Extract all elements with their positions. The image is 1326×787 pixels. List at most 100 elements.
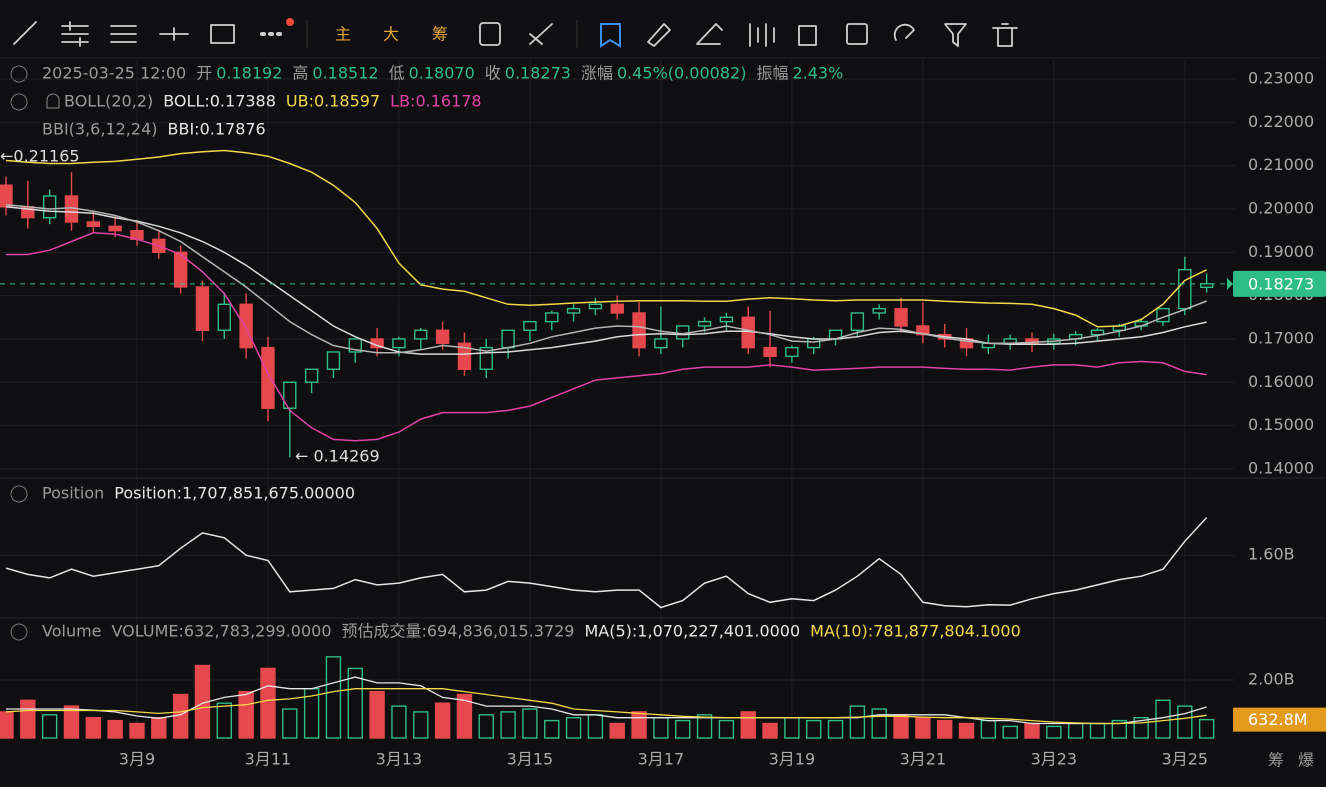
info-text: 0.18273 xyxy=(505,64,571,83)
magnet-tool[interactable] xyxy=(893,23,915,41)
y-tick-label: 2.00B xyxy=(1248,670,1295,689)
info-text: 0.18192 xyxy=(216,64,282,83)
info-text: 收 xyxy=(485,64,501,83)
candle-body xyxy=(108,225,122,232)
volume-ma-line xyxy=(6,676,1207,725)
volume-bar xyxy=(871,708,887,739)
note-tool[interactable] xyxy=(846,23,868,45)
volume-bar xyxy=(85,717,102,739)
toolbar: 主 大 筹 xyxy=(13,18,1018,48)
info-text: BBI:0.17876 xyxy=(168,120,266,139)
volume-bar xyxy=(1089,722,1106,739)
info-text: Position:1,707,851,675.00000 xyxy=(114,484,355,503)
collapse-icon[interactable] xyxy=(10,623,28,641)
candle-body xyxy=(173,251,188,288)
volume-bar xyxy=(260,667,276,739)
candle-tool[interactable] xyxy=(749,23,775,47)
select-tool[interactable] xyxy=(600,23,621,48)
volume-bar xyxy=(391,705,407,739)
volume-label-box xyxy=(1233,707,1326,732)
last-price-label: 0.18273 xyxy=(1248,274,1314,293)
candle-body xyxy=(42,195,57,219)
candle-body xyxy=(785,346,799,357)
candle-body xyxy=(283,381,297,409)
volume-bar xyxy=(41,714,58,739)
info-text: 0.45%(0.00082) xyxy=(617,64,746,83)
candle-body xyxy=(414,329,428,340)
y-tick-label: 1.60B xyxy=(1248,545,1295,564)
candle-body xyxy=(239,303,253,349)
horizontal-tool[interactable] xyxy=(159,27,189,41)
volume-bar xyxy=(806,719,822,739)
candle-body xyxy=(195,286,210,331)
volume-bar xyxy=(413,711,429,739)
y-tick-label: 0.23000 xyxy=(1248,69,1314,88)
x-tick-label: 3月17 xyxy=(638,750,685,769)
volume-bar xyxy=(63,705,80,739)
candle-body xyxy=(1025,338,1039,344)
parallel-tool[interactable] xyxy=(61,21,89,47)
volume-bar xyxy=(478,714,494,739)
volume-bar xyxy=(325,656,342,739)
collapse-icon[interactable] xyxy=(10,93,28,111)
volume-bar xyxy=(1111,719,1128,739)
pen-tool[interactable] xyxy=(696,23,723,45)
volume-bar xyxy=(653,717,669,739)
info-text: 0.18512 xyxy=(312,64,378,83)
high-annotation: ←0.21165 xyxy=(0,147,80,166)
channel-tool[interactable] xyxy=(110,25,137,43)
volume-bar xyxy=(1024,722,1040,739)
volume-bar xyxy=(522,708,538,739)
sync-tool[interactable] xyxy=(479,22,501,46)
copy-tool[interactable] xyxy=(798,25,817,46)
collapse-icon[interactable] xyxy=(10,65,28,83)
x-tick-label: 3月9 xyxy=(119,750,155,769)
info-text: 预估成交量:694,836,015.3729 xyxy=(342,622,575,641)
candle-body xyxy=(261,346,275,409)
candle-body xyxy=(872,307,886,314)
line-tool[interactable] xyxy=(13,21,37,45)
collapse-icon[interactable] xyxy=(10,485,28,503)
volume-bar xyxy=(1067,722,1084,739)
info-text: MA(5):1,070,227,401.0000 xyxy=(585,622,801,641)
candle-body xyxy=(654,338,668,349)
info-text: BOLL:0.17388 xyxy=(163,92,276,111)
candle-body xyxy=(1178,268,1192,310)
alert-icon[interactable] xyxy=(46,93,60,109)
candle-body xyxy=(697,320,712,327)
candle-body xyxy=(916,325,930,336)
volume-bar xyxy=(456,693,473,739)
volume-bar xyxy=(216,702,233,739)
candle-body xyxy=(610,303,624,314)
chips-toggle[interactable]: 筹 xyxy=(432,25,448,44)
main-toggle[interactable]: 主 xyxy=(335,25,351,44)
volume-bar xyxy=(129,722,145,739)
filter-tool[interactable] xyxy=(944,23,967,47)
candle-body xyxy=(850,312,865,331)
volume-bar xyxy=(696,714,713,739)
delete-tool[interactable] xyxy=(992,23,1018,47)
volume-bar xyxy=(958,722,975,739)
info-text: BOLL(20,2) xyxy=(64,92,153,111)
volume-bar xyxy=(675,719,691,739)
volume-bar xyxy=(762,722,778,739)
volume-bar xyxy=(1155,699,1171,739)
candle-body xyxy=(566,307,581,314)
panel-icons xyxy=(10,65,60,641)
candle-body xyxy=(545,312,559,323)
info-text: UB:0.18597 xyxy=(286,92,380,111)
big-toggle[interactable]: 大 xyxy=(383,25,399,44)
x-tick-label: 3月15 xyxy=(507,750,554,769)
volume-bar xyxy=(1002,725,1018,739)
rect-tool[interactable] xyxy=(210,24,235,44)
volume-ma-line xyxy=(5,688,1207,725)
candle-body xyxy=(894,307,908,327)
info-text: 涨幅 xyxy=(581,64,613,83)
ruler-tool[interactable] xyxy=(647,23,671,47)
info-text: LB:0.16178 xyxy=(390,92,481,111)
erase-tool[interactable] xyxy=(529,23,553,45)
candle-body xyxy=(807,338,821,349)
candle-body xyxy=(719,316,734,323)
volume-bar xyxy=(434,702,451,739)
badge xyxy=(286,18,294,26)
